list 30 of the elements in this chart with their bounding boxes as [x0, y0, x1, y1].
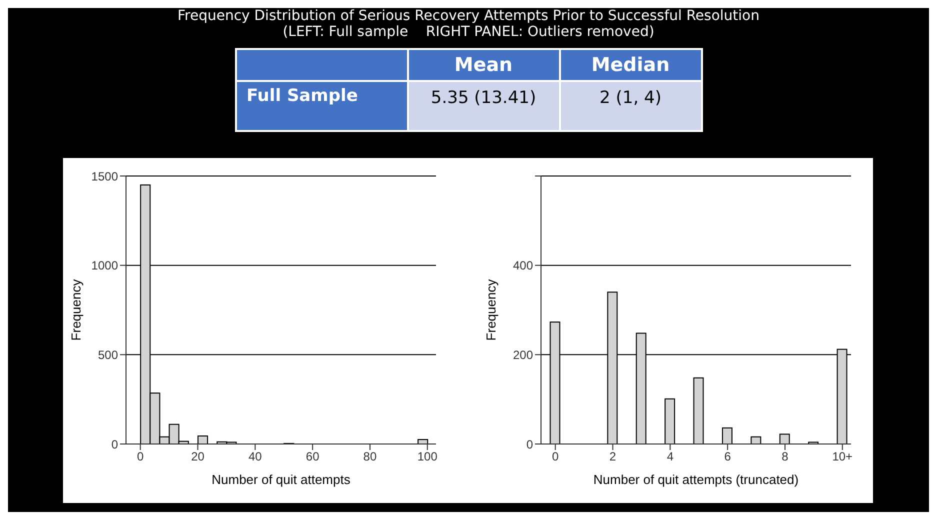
- x-tick-label: 2: [609, 450, 616, 464]
- y-tick-label: 1000: [91, 258, 118, 273]
- x-tick-label: 100: [417, 450, 438, 464]
- x-tick-label: 4: [666, 450, 674, 464]
- y-tick-label: 400: [512, 258, 534, 273]
- x-tick-label: 80: [363, 450, 377, 464]
- y-axis-title: Frequency: [484, 278, 499, 341]
- text: 2 (1, 4): [560, 81, 702, 131]
- text: Median: [560, 49, 702, 81]
- y-tick-label: 0: [526, 437, 534, 452]
- y-tick-label: 0: [111, 437, 118, 452]
- x-tick-label: 0: [137, 450, 144, 464]
- y-tick-label: 1500: [91, 169, 118, 184]
- x-tick-label: 60: [306, 450, 320, 464]
- x-tick-label: 6: [724, 450, 732, 464]
- x-tick-label: 10+: [832, 450, 853, 464]
- y-tick-label: 500: [98, 348, 118, 362]
- y-axis-title: Frequency: [68, 278, 84, 341]
- x-axis-title: Number of quit attempts (truncated): [593, 472, 799, 487]
- text: (LEFT: Full sample RIGHT PANEL: Outliers removed): [282, 24, 656, 40]
- text: Full Sample: [236, 81, 408, 131]
- text: Frequency Distribution of Serious Recovery Attempts Prior to Successful Resolution: [176, 8, 760, 24]
- x-tick-label: 0: [552, 450, 560, 464]
- text: Mean: [408, 49, 560, 81]
- text: 5.35 (13.41): [408, 81, 560, 131]
- x-axis-title: Number of quit attempts: [212, 472, 351, 487]
- x-tick-label: 20: [191, 450, 205, 464]
- x-tick-label: 8: [782, 450, 789, 464]
- y-tick-label: 200: [512, 348, 534, 362]
- x-tick-label: 40: [248, 450, 262, 464]
